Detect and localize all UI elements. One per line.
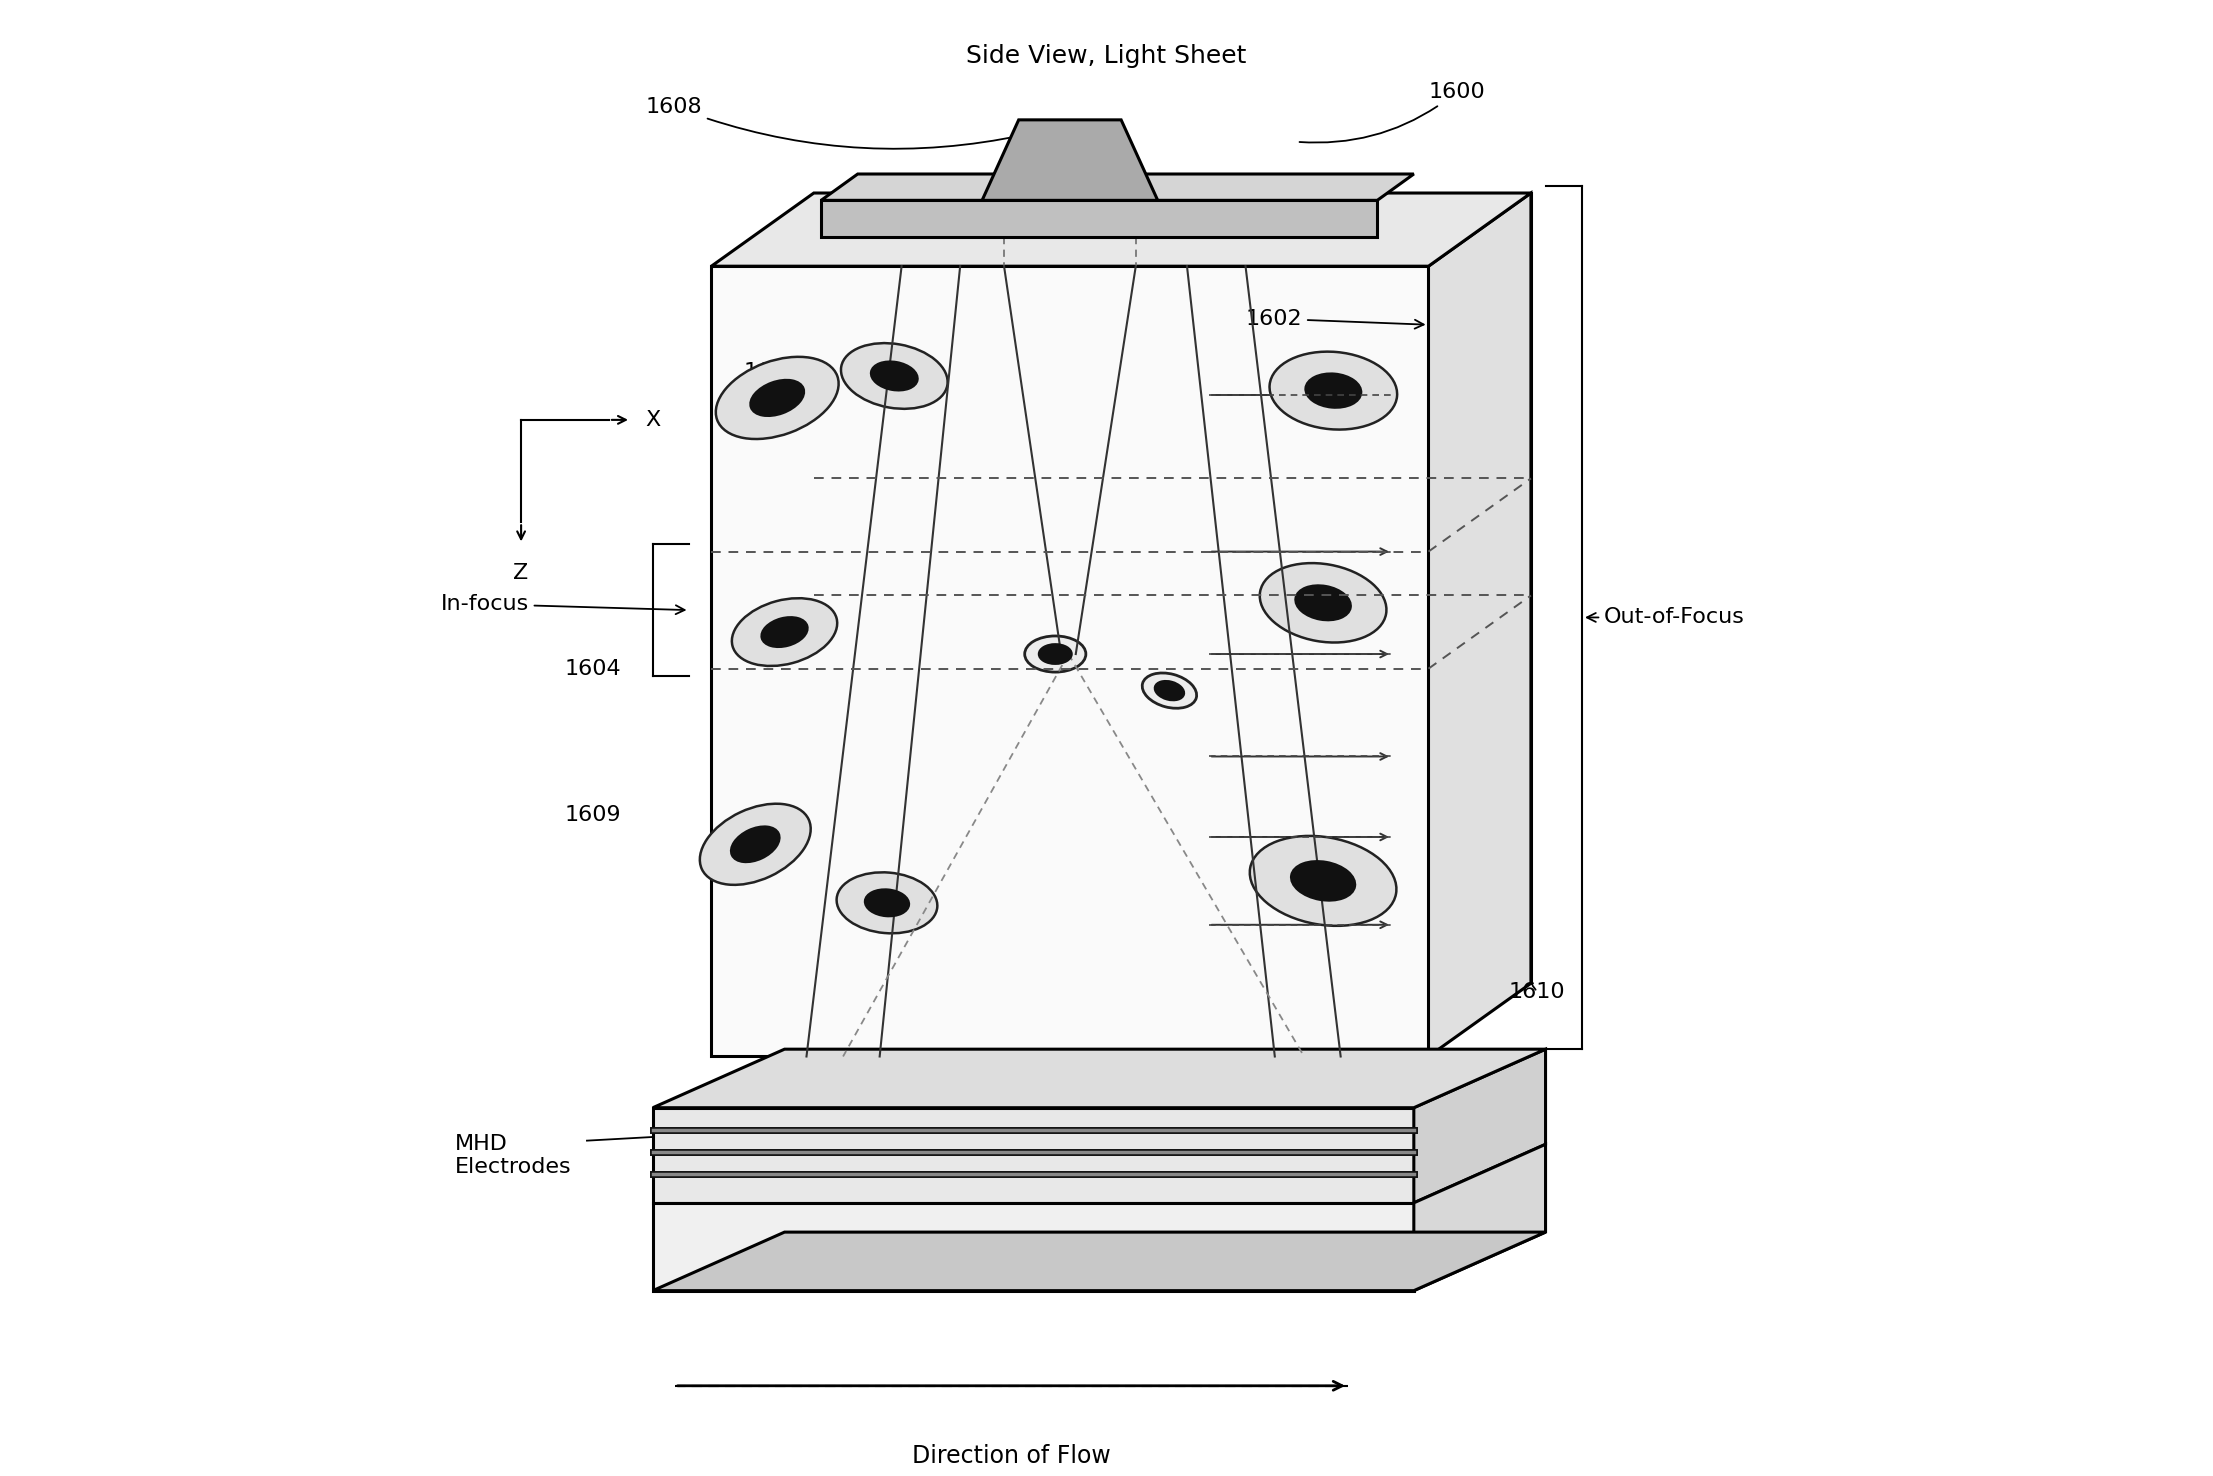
Ellipse shape [730, 827, 779, 862]
Polygon shape [653, 1049, 1545, 1107]
Ellipse shape [841, 342, 947, 409]
Text: Direction of Flow: Direction of Flow [912, 1445, 1111, 1469]
Text: 1610: 1610 [1509, 982, 1565, 1002]
Polygon shape [814, 193, 1531, 983]
Text: 1608: 1608 [646, 96, 1022, 149]
Text: 1609: 1609 [564, 804, 622, 825]
Text: 1600: 1600 [1299, 81, 1485, 143]
Ellipse shape [1259, 564, 1385, 642]
Ellipse shape [1270, 351, 1396, 430]
Ellipse shape [1250, 835, 1396, 925]
Polygon shape [710, 193, 1531, 266]
Ellipse shape [1040, 645, 1071, 664]
Ellipse shape [1155, 682, 1184, 700]
Text: Side View, Light Sheet: Side View, Light Sheet [967, 44, 1246, 68]
Text: Z: Z [513, 564, 529, 583]
Polygon shape [653, 1107, 1414, 1203]
Polygon shape [821, 174, 1414, 201]
Polygon shape [821, 201, 1376, 238]
Ellipse shape [872, 362, 918, 390]
Polygon shape [1414, 1049, 1545, 1203]
Polygon shape [1427, 193, 1531, 1057]
Ellipse shape [750, 379, 803, 416]
Text: MHD
Electrodes: MHD Electrodes [456, 1134, 571, 1176]
Ellipse shape [1142, 673, 1197, 708]
Ellipse shape [1025, 636, 1087, 672]
Text: 1606: 1606 [744, 362, 801, 382]
Ellipse shape [1306, 373, 1361, 407]
Text: Out-of-Focus: Out-of-Focus [1587, 608, 1746, 627]
Polygon shape [710, 266, 1427, 1057]
Text: 1604: 1604 [564, 658, 622, 679]
Ellipse shape [761, 617, 808, 646]
Ellipse shape [733, 598, 837, 666]
Text: In-focus: In-focus [440, 595, 684, 614]
Ellipse shape [1290, 862, 1354, 900]
Text: 1602: 1602 [1246, 308, 1423, 329]
Text: X: X [646, 410, 662, 430]
Ellipse shape [837, 872, 938, 933]
Polygon shape [653, 1232, 1545, 1290]
Ellipse shape [715, 357, 839, 438]
Ellipse shape [865, 890, 910, 917]
Ellipse shape [1295, 586, 1350, 620]
Polygon shape [653, 1203, 1414, 1290]
Polygon shape [983, 120, 1157, 201]
Ellipse shape [699, 804, 810, 884]
Text: MHD Chip: MHD Chip [974, 1235, 1091, 1259]
Polygon shape [1414, 1144, 1545, 1290]
